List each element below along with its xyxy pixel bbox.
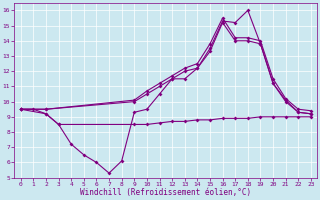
X-axis label: Windchill (Refroidissement éolien,°C): Windchill (Refroidissement éolien,°C) <box>80 188 252 197</box>
